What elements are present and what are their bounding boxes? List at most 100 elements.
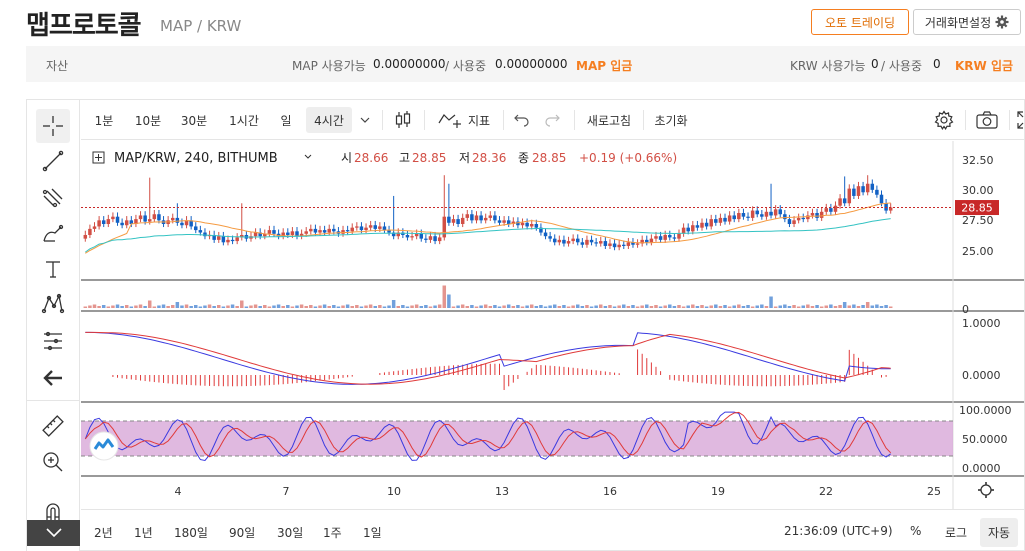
gear-icon	[995, 15, 1009, 29]
range-90d[interactable]: 90일	[229, 526, 256, 540]
candle	[129, 220, 134, 224]
chart-settings-button[interactable]	[931, 107, 957, 133]
volume-bar	[350, 306, 354, 308]
volume-bar	[175, 302, 180, 308]
clock-time: 21:36:09 (UTC+9)	[784, 524, 893, 538]
trend-line-tool[interactable]	[36, 144, 70, 178]
volume-bar	[575, 304, 580, 308]
volume-bar	[88, 305, 92, 308]
fib-tool[interactable]	[36, 181, 70, 215]
reset-button[interactable]: 초기화	[654, 113, 688, 128]
toolbar-divider	[643, 110, 644, 130]
candle	[824, 208, 829, 212]
candle	[203, 232, 207, 237]
arrow-left-icon	[43, 370, 62, 386]
volume-bar	[396, 306, 401, 308]
candle	[631, 242, 635, 245]
range-1y[interactable]: 1년	[134, 526, 153, 540]
interval-30m[interactable]: 30분	[180, 113, 208, 128]
krw-deposit-link[interactable]: KRW 입금	[955, 59, 1014, 73]
redo-button[interactable]	[541, 107, 563, 133]
volume-bar	[663, 305, 667, 308]
chevron-down-icon[interactable]	[304, 154, 312, 159]
axis-settings-button[interactable]	[978, 482, 994, 498]
percent-scale-button[interactable]: %	[910, 524, 922, 538]
volume-bar	[221, 306, 226, 308]
brush-tool[interactable]	[36, 216, 70, 250]
map-available-label: MAP 사용가능	[292, 59, 366, 73]
volume-bar	[115, 304, 120, 308]
candle	[778, 209, 782, 215]
range-1d[interactable]: 1일	[363, 526, 382, 540]
interval-1m[interactable]: 1분	[94, 113, 114, 128]
krw-available-label: KRW 사용가능	[790, 59, 866, 73]
prediction-tool[interactable]	[36, 324, 70, 358]
volume-bar	[263, 305, 267, 308]
volume-group	[83, 285, 893, 308]
interval-1d[interactable]: 일	[280, 113, 292, 128]
volume-bar	[686, 305, 690, 308]
candle	[566, 241, 571, 244]
volume-bar	[382, 306, 387, 308]
candle	[668, 234, 672, 238]
screenshot-button[interactable]	[973, 107, 1001, 133]
collapse-toolbar-button[interactable]	[27, 520, 80, 546]
volume-bar	[520, 306, 525, 308]
candle	[695, 225, 700, 228]
interval-dropdown[interactable]	[356, 107, 374, 133]
screen-settings-button[interactable]: 거래화면설정	[913, 9, 1021, 35]
volume-bar	[226, 305, 230, 308]
map-deposit-link[interactable]: MAP 입금	[576, 59, 633, 73]
pair-subtitle: MAP / KRW	[160, 17, 242, 35]
crosshair-tool[interactable]	[36, 109, 70, 143]
camera-icon	[976, 111, 998, 129]
log-scale-button[interactable]: 로그	[945, 526, 968, 540]
legend-symbol[interactable]: MAP/KRW, 240, BITHUMB	[114, 151, 278, 166]
interval-4h[interactable]: 4시간	[306, 107, 352, 133]
range-2y[interactable]: 2년	[94, 526, 113, 540]
auto-trading-button[interactable]: 오토 트레이딩	[811, 9, 909, 35]
candle	[437, 237, 442, 242]
candle	[580, 242, 585, 245]
candle	[184, 220, 189, 226]
indicator-button[interactable]: 지표	[433, 107, 495, 133]
krw-in-use-label: / 사용중	[881, 59, 922, 73]
text-icon	[46, 261, 60, 278]
price-chart[interactable]: 28.85 32.50 30.00 27.50 25.00 0 1.0000 0…	[27, 141, 1024, 509]
candles-group	[83, 175, 893, 251]
range-180d[interactable]: 180일	[174, 526, 208, 540]
candle	[405, 234, 410, 238]
candle	[456, 219, 460, 224]
interval-1h[interactable]: 1시간	[229, 113, 259, 128]
pattern-tool[interactable]	[36, 287, 70, 321]
refresh-button[interactable]: 새로고침	[586, 113, 632, 128]
candle	[838, 198, 842, 206]
volume-bar	[626, 306, 631, 308]
ruler-tool[interactable]	[36, 409, 70, 443]
interval-10m[interactable]: 10분	[134, 113, 162, 128]
legend-toggle[interactable]	[92, 151, 105, 164]
chart-type-button[interactable]	[389, 107, 417, 133]
text-tool[interactable]	[36, 252, 70, 286]
candle	[419, 233, 424, 239]
volume-bar	[829, 304, 833, 308]
range-bar: 2년 1년 180일 90일 30일 1주 1일 21:36:09 (UTC+9…	[81, 509, 1025, 551]
screen-settings-label: 거래화면설정	[924, 15, 992, 30]
undo-button[interactable]	[511, 107, 533, 133]
candle	[543, 232, 548, 237]
volume-bar	[194, 305, 198, 308]
back-tool[interactable]	[36, 361, 70, 395]
range-1w[interactable]: 1주	[323, 526, 342, 540]
drawing-toolbar	[27, 100, 80, 551]
candle	[534, 224, 539, 228]
volume-bar	[640, 305, 644, 308]
zoom-tool[interactable]	[36, 445, 70, 479]
range-30d[interactable]: 30일	[277, 526, 304, 540]
volume-bar	[815, 305, 819, 308]
fullscreen-button[interactable]	[1015, 107, 1025, 133]
magnet-tool[interactable]	[36, 495, 70, 529]
auto-scale-button[interactable]: 자동	[980, 518, 1019, 547]
volume-bar	[267, 306, 272, 308]
zoom-in-icon	[43, 452, 63, 472]
volume-bar	[212, 306, 216, 308]
